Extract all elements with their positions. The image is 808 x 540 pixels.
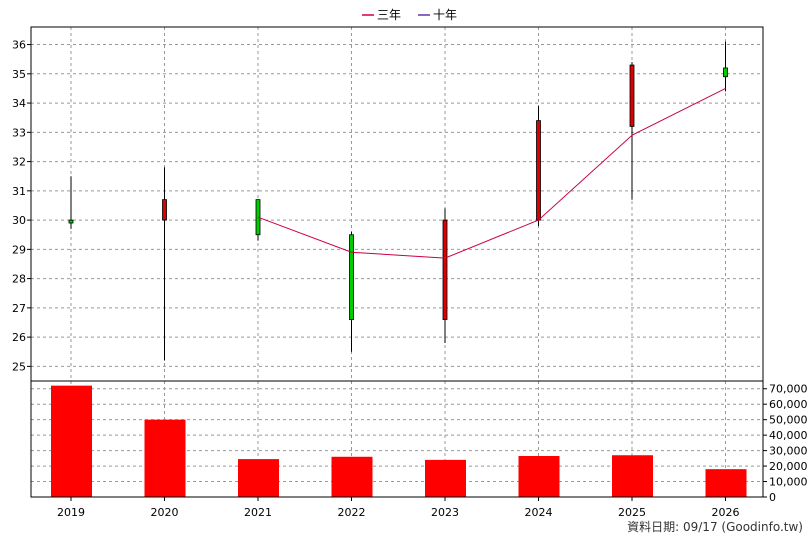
candle-body-2022 <box>349 234 354 320</box>
volume-tick-label-0: 0 <box>769 491 776 504</box>
x-tick-label-2025: 2025 <box>618 506 646 519</box>
price-tick-label-10: 35 <box>12 68 26 81</box>
price-tick-label-5: 30 <box>12 214 26 227</box>
volume-tick-label-4: 40,000 <box>769 429 808 442</box>
price-tick-label-1: 26 <box>12 331 26 344</box>
price-tick-label-6: 31 <box>12 185 26 198</box>
ma-line <box>257 87 726 259</box>
price-tick-label-4: 29 <box>12 243 26 256</box>
price-tick-label-11: 36 <box>12 39 26 52</box>
volume-bar-2019 <box>51 385 92 497</box>
candle-body-2024 <box>536 120 541 221</box>
volume-tick-label-3: 30,000 <box>769 445 808 458</box>
candle-body-2020 <box>162 199 167 221</box>
price-tick-label-2: 27 <box>12 302 26 315</box>
legend-label-1: 十年 <box>433 8 457 22</box>
candle-body-2019 <box>68 219 74 224</box>
x-tick-label-2022: 2022 <box>338 506 366 519</box>
candle-body-2023 <box>442 219 448 320</box>
volume-bar-2022 <box>331 456 373 497</box>
price-tick-label-9: 34 <box>12 97 26 110</box>
x-tick-label-2024: 2024 <box>525 506 553 519</box>
x-tick-label-2020: 2020 <box>151 506 179 519</box>
legend: 三年 十年 <box>362 8 457 22</box>
x-tick-label-2023: 2023 <box>431 506 459 519</box>
volume-bar-2020 <box>144 419 186 497</box>
footer-text: 資料日期: 09/17 (Goodinfo.tw) <box>627 520 803 534</box>
volume-tick-label-2: 20,000 <box>769 460 808 473</box>
volume-bar-2023 <box>425 459 466 497</box>
volume-tick-label-6: 60,000 <box>769 398 808 411</box>
legend-label-0: 三年 <box>377 8 401 22</box>
axes: 25 26 27 28 29 30 31 32 33 34 35 36 0 10,000 20,000 30,… <box>12 26 808 519</box>
volume-bar-2021 <box>238 459 279 497</box>
volume-tick-label-5: 50,000 <box>769 414 808 427</box>
price-tick-label-0: 25 <box>12 360 26 373</box>
volume-bar-2024 <box>518 456 560 497</box>
x-tick-label-2019: 2019 <box>57 506 85 519</box>
candle-body-2025 <box>629 64 635 127</box>
price-tick-label-7: 32 <box>12 156 26 169</box>
price-tick-label-8: 33 <box>12 126 26 139</box>
volume-tick-label-1: 10,000 <box>769 476 808 489</box>
volume-bars <box>51 385 747 497</box>
plot-frame <box>30 26 764 498</box>
x-tick-label-2026: 2026 <box>712 506 740 519</box>
volume-tick-label-7: 70,000 <box>769 383 808 396</box>
ma-line-three-year <box>257 87 726 259</box>
grid <box>31 27 763 497</box>
volume-bar-2025 <box>612 455 653 497</box>
candles <box>68 41 728 361</box>
price-tick-label-3: 28 <box>12 273 26 286</box>
x-tick-label-2021: 2021 <box>244 506 272 519</box>
candle-body-2026 <box>723 67 728 78</box>
volume-bar-2026 <box>705 469 747 497</box>
